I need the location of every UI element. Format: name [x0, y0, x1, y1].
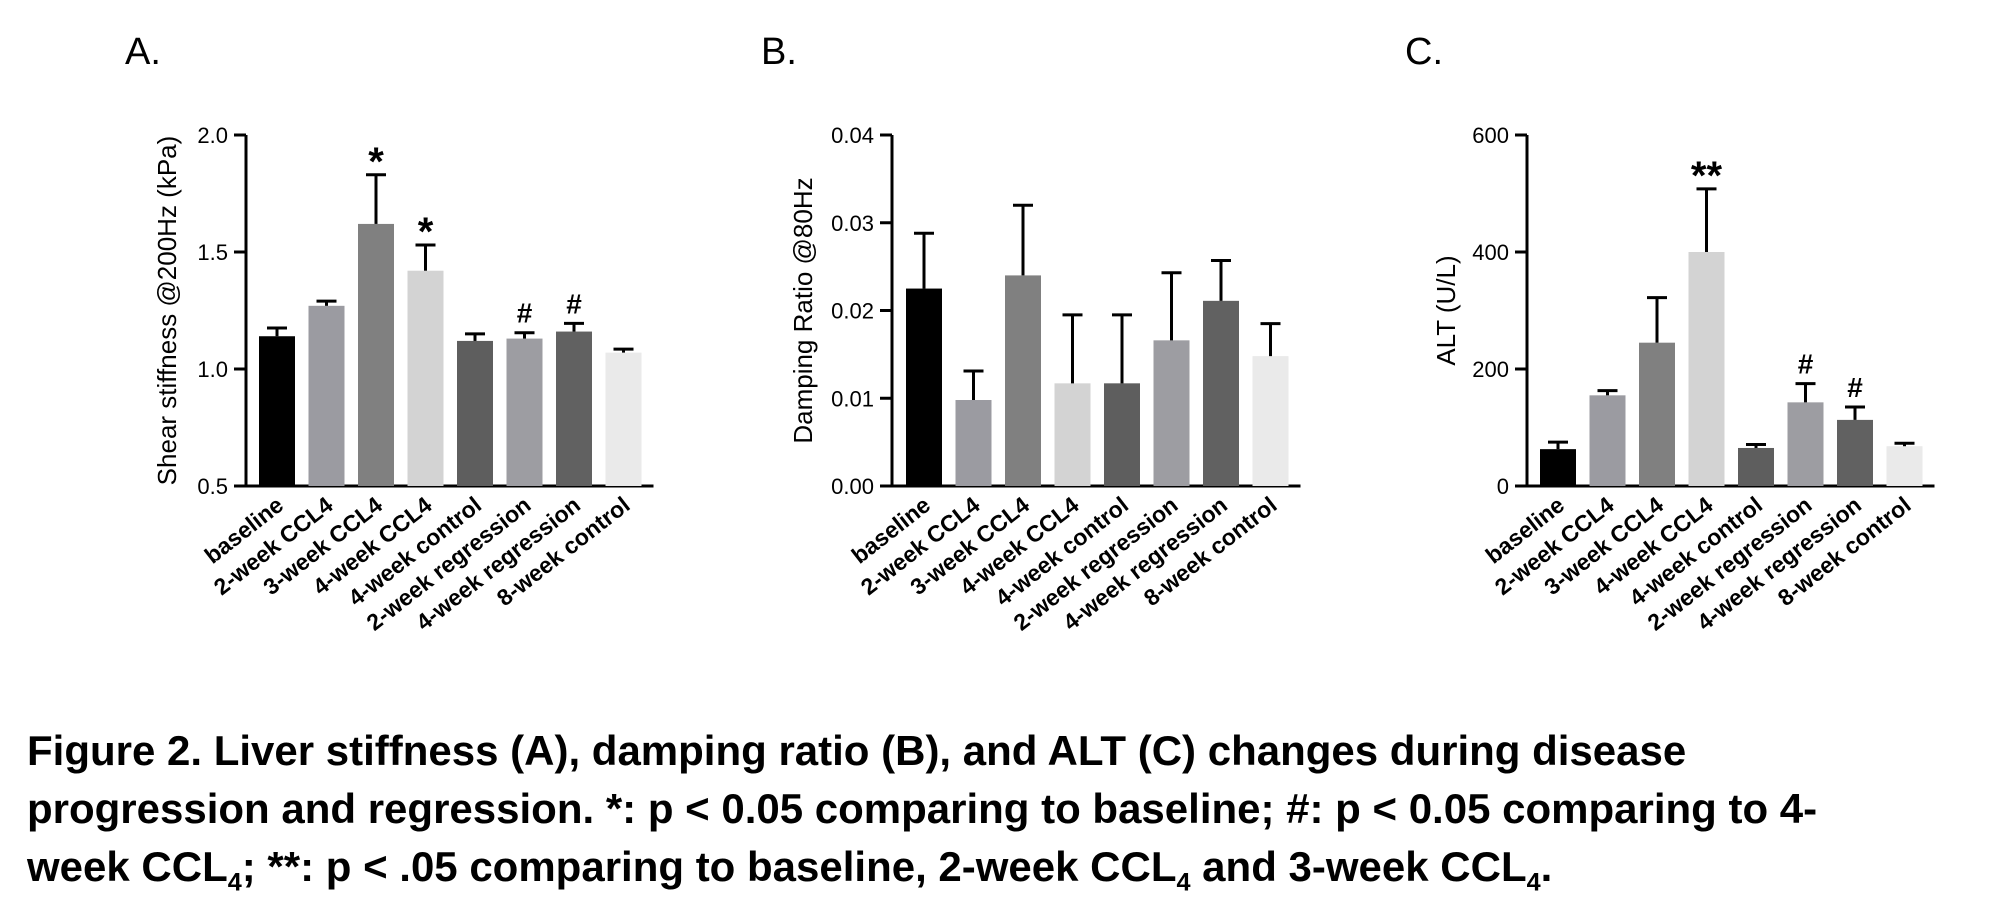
bar-4 [1688, 252, 1725, 486]
y-tick-label: 0.02 [831, 299, 874, 324]
bar-7 [1203, 300, 1239, 486]
bar-1 [906, 288, 942, 486]
y-tick-label: 0.5 [197, 474, 228, 499]
bar-6 [506, 338, 543, 486]
y-tick-label: 0.01 [831, 386, 874, 411]
significance-marker-7: # [1847, 372, 1863, 403]
y-tick-label: 200 [1472, 357, 1509, 382]
y-tick-label: 0.04 [831, 123, 874, 148]
caption-subscript-2: 4 [1176, 868, 1191, 897]
caption-line-3-d: . [1540, 843, 1553, 890]
bar-6 [1787, 402, 1824, 486]
bar-8 [1886, 446, 1923, 486]
bar-4 [1054, 383, 1091, 486]
bar-2 [1589, 395, 1626, 486]
bar-5 [1104, 383, 1140, 486]
panel-label-1: A. [125, 31, 161, 73]
bar-7 [1837, 419, 1873, 486]
y-tick-label: 1.5 [197, 240, 228, 265]
caption-line-3-c: and 3-week CCL [1190, 843, 1527, 890]
caption-line-3: week CCL4; **: p < .05 comparing to base… [27, 838, 1973, 911]
bar-8 [1252, 356, 1289, 486]
significance-marker-3: * [368, 140, 384, 184]
panel-label-3: C. [1405, 31, 1443, 73]
bar-1 [1540, 449, 1576, 486]
significance-marker-6: # [517, 298, 533, 329]
bar-3 [358, 223, 394, 487]
bar-5 [457, 340, 493, 486]
y-tick-label: 2.0 [197, 123, 228, 148]
bar-2 [955, 400, 992, 486]
significance-marker-4: * [418, 210, 434, 254]
bar-5 [1738, 447, 1774, 486]
y-tick-label: 0.03 [831, 211, 874, 236]
caption-line-2: progression and regression. *: p < 0.05 … [27, 785, 1818, 832]
bar-1 [259, 336, 295, 486]
caption-subscript-1: 4 [227, 868, 242, 897]
bar-3 [1005, 275, 1041, 486]
y-tick-label: 400 [1472, 240, 1509, 265]
y-tick-label: 0 [1497, 474, 1509, 499]
y-tick-label: 0.00 [831, 474, 874, 499]
bar-6 [1153, 340, 1190, 486]
bar-7 [556, 331, 592, 486]
significance-marker-6: # [1798, 349, 1814, 380]
figure-panels: A. 0.5 1.0 1.5 2.0 Shear stiffness @200Hz (kP… [125, 31, 1935, 636]
bar-4 [407, 270, 444, 486]
caption-line-3-b: ; **: p < .05 comparing to baseline, 2-w… [241, 843, 1177, 890]
bar-3 [1639, 342, 1675, 486]
y-axis-title: Damping Ratio @80Hz [788, 177, 818, 443]
y-axis-title: ALT (U/L) [1431, 255, 1461, 365]
caption-line-3-a: week CCL [27, 843, 228, 890]
y-axis-title: Shear stiffness @200Hz (kPa) [152, 136, 182, 486]
panel-label-2: B. [761, 31, 797, 73]
figure-caption: Figure 2. Liver stiffness (A), damping r… [27, 722, 1973, 911]
bar-8 [605, 352, 642, 486]
bar-2 [308, 305, 345, 486]
significance-marker-4: ** [1691, 154, 1723, 198]
caption-line-1: Figure 2. Liver stiffness (A), damping r… [27, 727, 1687, 774]
y-tick-label: 600 [1472, 123, 1509, 148]
significance-marker-7: # [566, 288, 582, 319]
y-tick-label: 1.0 [197, 357, 228, 382]
caption-subscript-3: 4 [1526, 868, 1541, 897]
